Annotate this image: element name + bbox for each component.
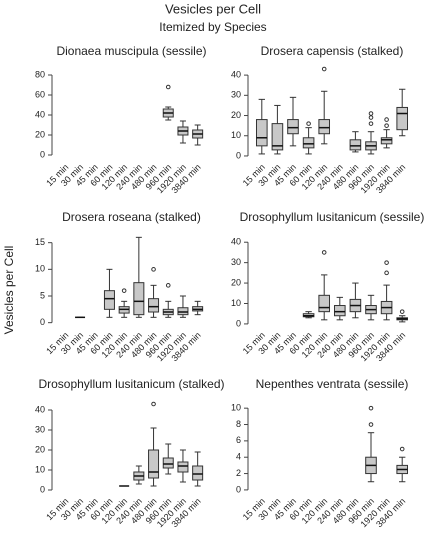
outlier: [368, 405, 374, 411]
y-tick-label: 40: [231, 237, 241, 247]
outlier: [368, 111, 374, 116]
panel-title: Drosera capensis (stalked): [261, 44, 404, 58]
box: [148, 449, 160, 479]
y-tick-label: 20: [231, 110, 241, 120]
box: [255, 119, 268, 147]
box: [333, 305, 346, 317]
outlier: [165, 84, 171, 90]
box: [349, 139, 362, 151]
outlier: [368, 121, 374, 126]
panel-title: Drosophyllum lusitanicum (stalked): [38, 377, 224, 391]
y-tick-label: 60: [35, 89, 45, 99]
y-tick-label: 0: [236, 150, 241, 160]
y-tick-label: 30: [231, 90, 241, 100]
box: [162, 457, 174, 469]
y-tick-label: 80: [35, 69, 45, 79]
outlier: [384, 117, 389, 122]
panel-title: Dionaea muscipula (sessile): [56, 44, 206, 58]
outlier: [151, 401, 156, 407]
outlier: [165, 283, 171, 288]
y-tick-label: 2: [236, 468, 241, 478]
box: [302, 137, 315, 149]
y-tick-label: 0: [40, 149, 45, 159]
box: [396, 106, 409, 131]
panel-title: Drosophyllum lusitanicum (sessile): [240, 210, 425, 224]
outlier: [368, 422, 374, 427]
outlier: [321, 66, 327, 72]
outlier: [151, 267, 156, 272]
y-tick-label: 5: [40, 290, 45, 300]
outlier: [321, 250, 327, 255]
y-tick-label: 10: [35, 464, 45, 474]
y-tick-label: 10: [231, 403, 241, 413]
box: [103, 290, 115, 310]
y-tick-label: 4: [236, 452, 241, 462]
outlier: [399, 309, 405, 314]
panel-title: Nepenthes ventrata (sessile): [256, 377, 409, 391]
y-tick-label: 20: [35, 129, 45, 139]
outlier: [384, 123, 389, 128]
y-axis-label: Vesicles per Cell: [2, 246, 16, 335]
y-tick-label: 0: [40, 484, 45, 494]
y-tick-label: 8: [236, 419, 241, 429]
panel-title: Drosera roseana (stalked): [62, 210, 201, 224]
figure-title: Vesicles per Cell: [165, 1, 261, 16]
figure-subtitle: Itemized by Species: [159, 20, 266, 34]
y-tick-label: 6: [236, 435, 241, 445]
y-tick-label: 20: [35, 444, 45, 454]
y-tick-label: 10: [231, 130, 241, 140]
outlier: [384, 260, 389, 265]
y-tick-label: 15: [35, 237, 45, 247]
y-tick-label: 0: [40, 317, 45, 327]
box: [133, 282, 145, 316]
y-tick-label: 0: [236, 484, 241, 494]
outlier: [384, 270, 389, 276]
box: [271, 123, 284, 151]
box: [177, 461, 189, 473]
y-tick-label: 30: [231, 257, 241, 267]
box: [177, 307, 189, 316]
outlier: [306, 121, 311, 126]
y-tick-label: 10: [231, 298, 241, 308]
outlier: [399, 446, 405, 452]
box: [192, 465, 204, 481]
y-tick-label: 10: [35, 264, 45, 274]
outlier: [368, 115, 374, 120]
box: [318, 294, 331, 313]
y-tick-label: 40: [35, 404, 45, 414]
y-tick-label: 30: [35, 424, 45, 434]
y-tick-label: 20: [231, 277, 241, 287]
outlier: [121, 288, 127, 293]
box: [380, 137, 393, 145]
box: [318, 119, 331, 135]
box: [287, 119, 299, 135]
y-tick-label: 0: [236, 318, 241, 328]
y-tick-label: 40: [231, 69, 241, 79]
box: [148, 298, 160, 313]
y-tick-label: 40: [35, 109, 45, 119]
